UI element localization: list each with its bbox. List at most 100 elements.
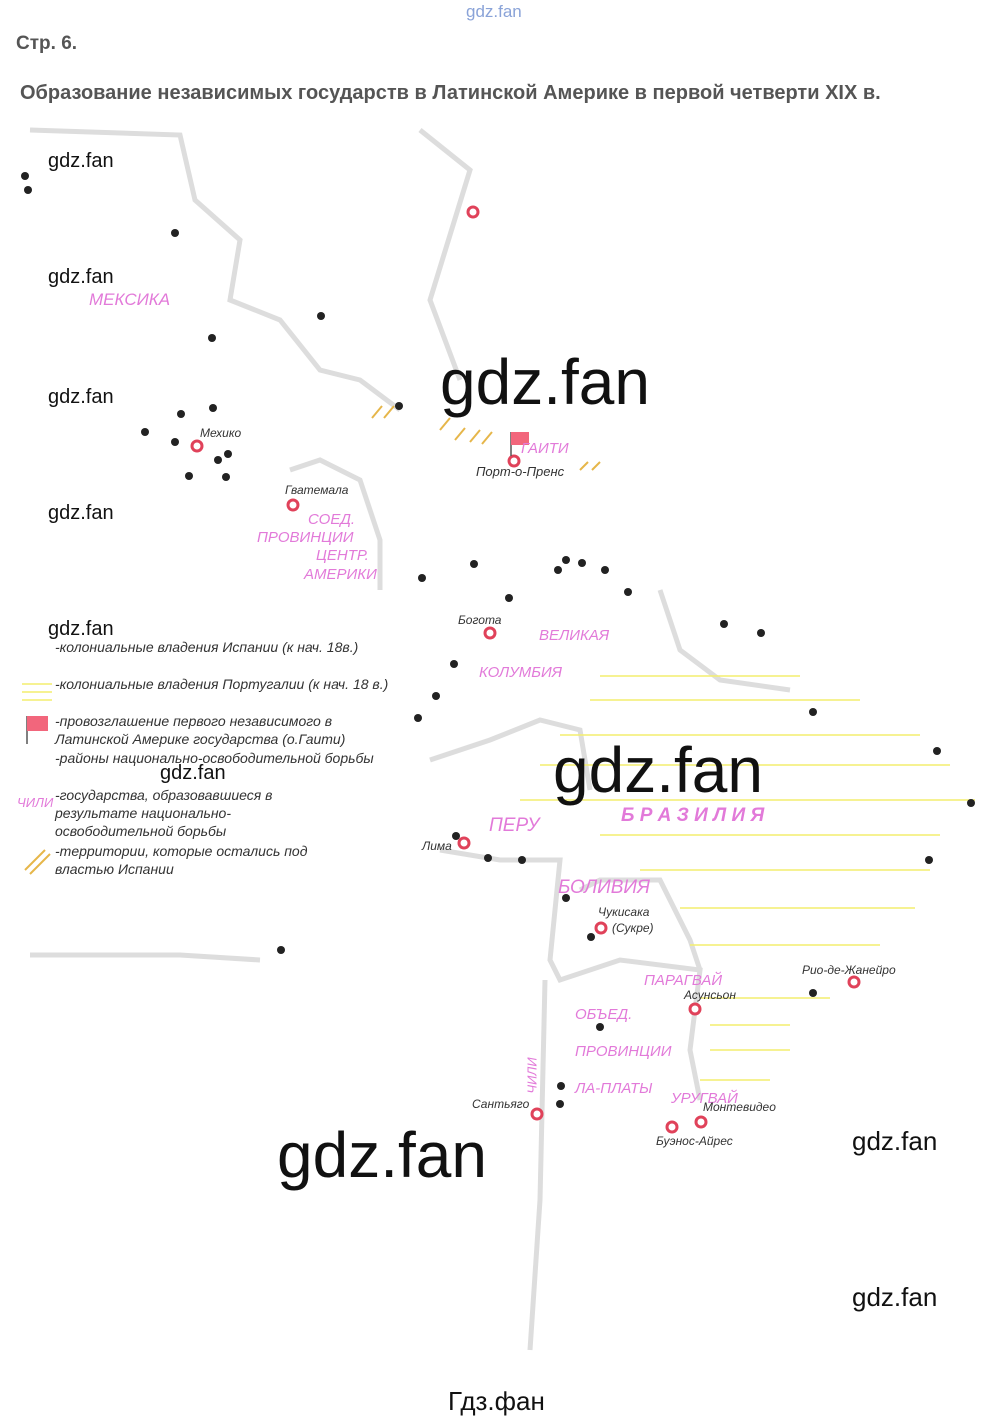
border <box>578 877 703 971</box>
watermark: gdz.fan <box>48 386 114 408</box>
border <box>30 952 261 963</box>
city: Рио-де-Жанейро <box>802 963 896 977</box>
country: АМЕРИКИ <box>304 566 377 583</box>
dot <box>757 629 765 637</box>
dot <box>222 473 230 481</box>
dot <box>450 660 458 668</box>
dot <box>208 334 216 342</box>
dot <box>432 692 440 700</box>
dot <box>587 933 595 941</box>
country: ПЕРУ <box>489 815 540 836</box>
watermark: gdz.fan <box>48 266 114 288</box>
watermark: gdz.fan <box>48 502 114 524</box>
city: Буэнос-Айрес <box>656 1134 733 1148</box>
capital <box>665 1120 679 1134</box>
dot <box>562 894 570 902</box>
watermark: gdz.fan <box>277 1119 487 1191</box>
dot <box>209 404 217 412</box>
footer: Гдз.фан <box>448 1386 545 1416</box>
dot <box>452 832 460 840</box>
capital <box>507 454 521 468</box>
border <box>657 589 791 693</box>
dot <box>21 172 29 180</box>
dot <box>925 856 933 864</box>
capital <box>530 1107 544 1121</box>
country: МЕКСИКА <box>89 290 171 309</box>
capital <box>694 1115 708 1129</box>
border <box>289 457 383 590</box>
city: Чукисака <box>598 905 650 919</box>
border <box>527 979 548 1351</box>
city: Лима <box>422 839 452 853</box>
city: Мехико <box>200 426 242 440</box>
city: Порт-о-Пренс <box>476 464 565 479</box>
dot <box>171 229 179 237</box>
dot <box>177 410 185 418</box>
hatch <box>24 405 601 875</box>
border <box>418 128 473 381</box>
dot <box>933 747 941 755</box>
country: СОЕД. <box>308 511 356 528</box>
capital <box>190 439 204 453</box>
city: (Сукре) <box>612 921 654 935</box>
legend-sample: ЧИЛИ <box>17 795 54 810</box>
dot <box>141 428 149 436</box>
watermark: gdz.fan <box>440 346 650 418</box>
capital <box>466 205 480 219</box>
dot <box>809 708 817 716</box>
watermark: gdz.fan <box>48 150 114 172</box>
legend-item: -колониальные владения Испании (к нач. 1… <box>55 639 359 655</box>
legend-item: -колониальные владения Португалии (к нач… <box>55 676 389 692</box>
border <box>429 717 593 791</box>
legend-item: -провозглашение первого независимого в Л… <box>55 713 346 747</box>
capital <box>688 1002 702 1016</box>
city: Богота <box>458 613 502 627</box>
dot <box>24 186 32 194</box>
dot <box>720 620 728 628</box>
city: Гватемала <box>285 483 349 497</box>
watermark: gdz.fan <box>553 734 763 806</box>
dots <box>21 172 975 1108</box>
country: КОЛУМБИЯ <box>479 664 562 681</box>
dot <box>171 438 179 446</box>
country: ОБЪЕД. <box>575 1006 633 1023</box>
dot <box>624 588 632 596</box>
dot <box>554 566 562 574</box>
country: Б Р А З И Л И Я <box>621 805 765 826</box>
dot <box>277 946 285 954</box>
dot <box>185 472 193 480</box>
flags <box>26 432 529 744</box>
capital <box>286 498 300 512</box>
dot <box>395 402 403 410</box>
dot <box>596 1023 604 1031</box>
dot <box>484 854 492 862</box>
site-mark: gdz.fan <box>466 2 522 21</box>
dot <box>562 556 570 564</box>
country: ПРОВИНЦИИ <box>575 1043 672 1060</box>
legend-item: -районы национально-освободительной борь… <box>55 750 374 766</box>
country: ВЕЛИКАЯ <box>539 627 610 644</box>
flag <box>27 716 48 731</box>
dot <box>556 1100 564 1108</box>
dot <box>809 989 817 997</box>
country: ПРОВИНЦИИ <box>257 529 354 546</box>
country: ПАРАГВАЙ <box>644 972 723 989</box>
capital <box>483 626 497 640</box>
dot <box>967 799 975 807</box>
dot <box>224 450 232 458</box>
country: БОЛИВИЯ <box>558 877 650 898</box>
country: ГАИТИ <box>521 440 569 457</box>
capital <box>847 975 861 989</box>
watermark: gdz.fan <box>160 762 226 784</box>
country: ЧИЛИ <box>524 1057 540 1094</box>
country: ЛА-ПЛАТЫ <box>575 1080 653 1097</box>
legend-item: -государства, образовавшиеся в результат… <box>55 787 273 839</box>
border <box>29 127 402 412</box>
portugal-hatch <box>22 675 975 1081</box>
dot <box>418 574 426 582</box>
dot <box>317 312 325 320</box>
legend-item: -территории, которые остались под власть… <box>55 843 308 877</box>
dot <box>578 559 586 567</box>
